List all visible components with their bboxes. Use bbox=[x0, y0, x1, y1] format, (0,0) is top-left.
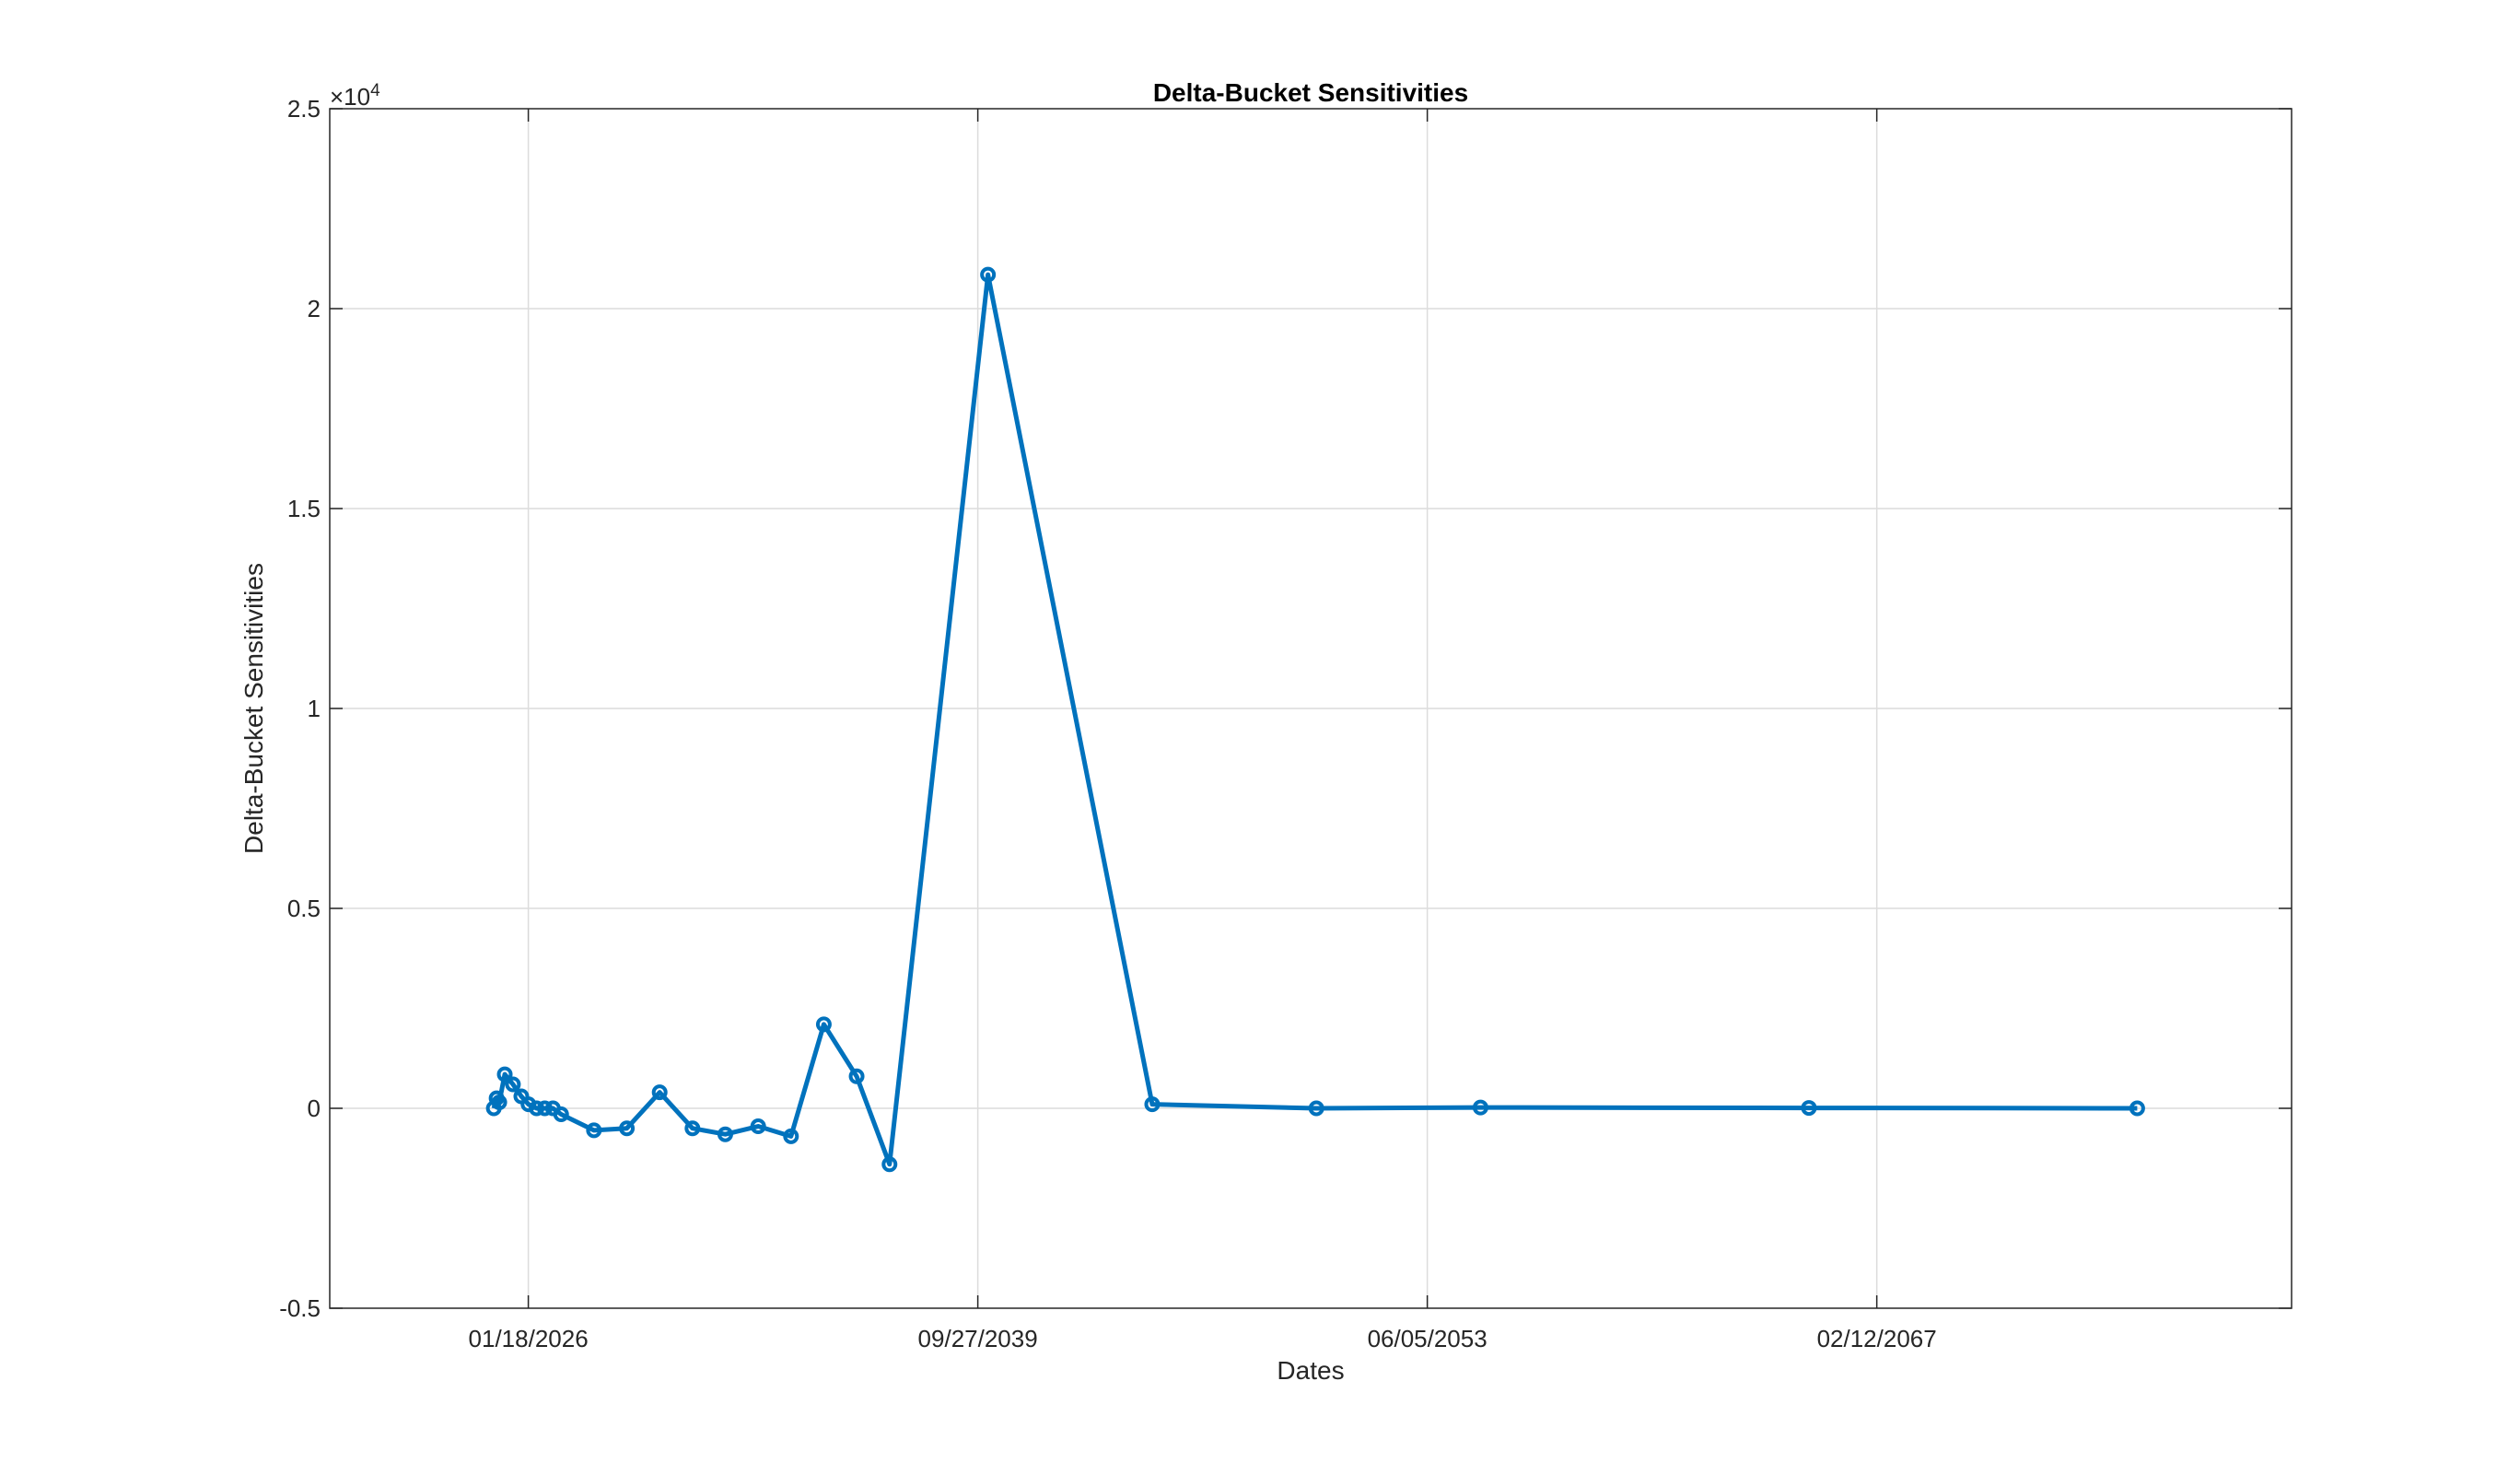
data-point-marker bbox=[529, 1100, 545, 1117]
data-point-marker bbox=[496, 1066, 513, 1083]
data-point-marker bbox=[848, 1068, 865, 1084]
data-point-marker bbox=[1472, 1099, 1488, 1116]
x-tick-label: 09/27/2039 bbox=[918, 1325, 1038, 1352]
data-point-marker bbox=[619, 1120, 636, 1137]
data-point-marker bbox=[553, 1106, 569, 1123]
y-exponent-base: ×10 bbox=[330, 83, 370, 111]
x-tick-label: 02/12/2067 bbox=[1817, 1325, 1937, 1352]
data-point-marker bbox=[586, 1122, 602, 1139]
y-tick-label: 1 bbox=[308, 695, 321, 722]
data-point-marker bbox=[750, 1118, 766, 1135]
data-point-marker bbox=[1801, 1100, 1817, 1117]
y-exponent-label: ×104 bbox=[330, 81, 380, 111]
data-point-marker bbox=[2129, 1100, 2145, 1117]
data-point-marker bbox=[717, 1126, 733, 1142]
y-tick-label: 1.5 bbox=[287, 495, 321, 522]
data-point-marker bbox=[684, 1120, 701, 1137]
series-line bbox=[491, 272, 2138, 1167]
data-point-marker bbox=[536, 1100, 553, 1117]
x-tick-label: 01/18/2026 bbox=[469, 1325, 589, 1352]
chart-title: Delta-Bucket Sensitivities bbox=[1153, 78, 1468, 107]
x-axis-title: Dates bbox=[1277, 1356, 1344, 1385]
y-axis-title: Delta-Bucket Sensitivities bbox=[239, 563, 268, 854]
data-point-marker bbox=[491, 1094, 508, 1110]
y-tick-label: 0.5 bbox=[287, 895, 321, 922]
data-point-marker bbox=[505, 1076, 521, 1093]
y-tick-label: 2 bbox=[308, 295, 321, 322]
data-point-marker bbox=[1308, 1100, 1324, 1117]
series-layer bbox=[485, 266, 2145, 1173]
data-point-marker bbox=[651, 1084, 668, 1101]
data-point-marker bbox=[980, 266, 997, 283]
tick-layer: 01/18/2026 09/27/2039 06/05/2053 02/12/2067… bbox=[279, 95, 2292, 1352]
data-point-marker bbox=[881, 1156, 898, 1173]
data-point-marker bbox=[815, 1016, 832, 1033]
data-point-marker bbox=[783, 1128, 799, 1144]
y-tick-label: -0.5 bbox=[279, 1294, 321, 1322]
y-tick-label: 2.5 bbox=[287, 95, 321, 123]
x-tick-label: 06/05/2053 bbox=[1368, 1325, 1488, 1352]
data-point-marker bbox=[1144, 1096, 1161, 1113]
y-exponent-power: 4 bbox=[370, 81, 380, 100]
y-tick-label: 0 bbox=[308, 1094, 321, 1122]
